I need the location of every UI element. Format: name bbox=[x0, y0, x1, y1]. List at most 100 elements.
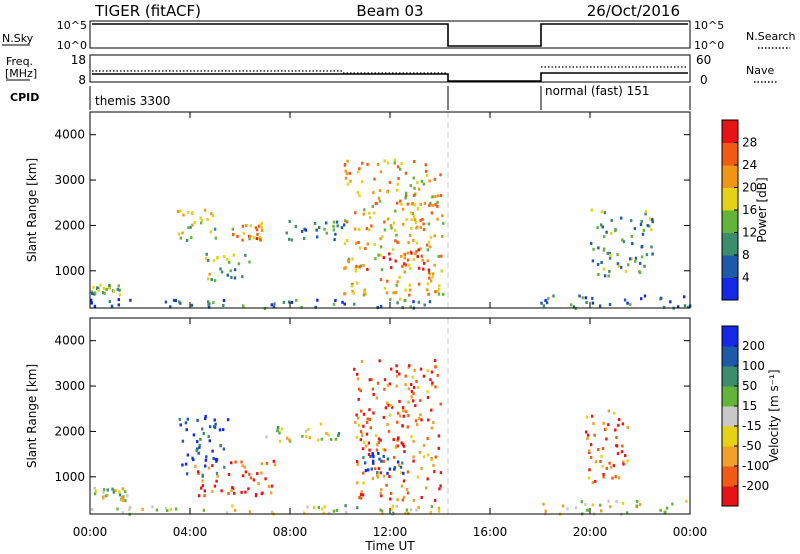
power-cell bbox=[295, 298, 298, 302]
power-cell bbox=[440, 254, 443, 258]
velocity-cell bbox=[308, 436, 311, 440]
velocity-cell bbox=[192, 433, 196, 437]
velocity-cell bbox=[430, 426, 433, 430]
velocity-cell bbox=[601, 464, 604, 468]
velocity-cell bbox=[322, 511, 325, 515]
velocity-cell bbox=[327, 511, 331, 515]
velocity-cell bbox=[358, 496, 361, 499]
power-cell bbox=[374, 257, 377, 261]
power-colorbar-tick-label: 24 bbox=[742, 158, 757, 172]
x-tick-label: 12:00 bbox=[373, 525, 408, 539]
velocity-cell bbox=[589, 443, 593, 447]
power-cell bbox=[206, 300, 210, 304]
power-cell bbox=[651, 217, 654, 221]
power-cell bbox=[626, 301, 629, 305]
velocity-cell bbox=[382, 448, 385, 452]
power-cell bbox=[408, 233, 412, 237]
velocity-cell bbox=[357, 416, 360, 420]
velocity-cell bbox=[383, 387, 386, 391]
velocity-cell bbox=[600, 454, 603, 458]
velocity-cell bbox=[204, 458, 208, 462]
power-cell bbox=[205, 257, 208, 261]
velocity-cell bbox=[372, 455, 375, 459]
velocity-cell bbox=[395, 370, 399, 373]
velocity-cell bbox=[407, 400, 410, 404]
velocity-cell bbox=[94, 489, 97, 493]
velocity-cell bbox=[380, 459, 383, 463]
velocity-cell bbox=[411, 375, 414, 379]
power-cell bbox=[181, 231, 184, 235]
power-cell bbox=[390, 226, 393, 230]
velocity-cell bbox=[585, 430, 588, 434]
power-cell bbox=[351, 257, 354, 261]
velocity-cell bbox=[102, 490, 105, 494]
nsky-tick-bottom: 10^0 bbox=[57, 39, 87, 52]
power-cell bbox=[97, 286, 100, 290]
velocity-cell bbox=[195, 449, 198, 453]
velocity-cell bbox=[621, 444, 624, 448]
power-colorbar: 4 8 12 16 20 24 28 bbox=[721, 119, 757, 301]
velocity-cell bbox=[388, 413, 392, 417]
power-cell bbox=[260, 229, 264, 233]
power-cell bbox=[178, 300, 181, 304]
nsky-panel: N.Sky 10^5 10^0 10^5 10^0 N.Search bbox=[2, 19, 796, 52]
velocity-cell bbox=[218, 428, 222, 432]
velocity-cell bbox=[179, 423, 182, 427]
velocity-cell bbox=[260, 462, 264, 466]
power-cell bbox=[605, 230, 608, 234]
velocity-cell bbox=[91, 508, 94, 512]
velocity-cell bbox=[102, 497, 105, 501]
power-cell bbox=[396, 165, 400, 169]
power-cell bbox=[662, 305, 666, 309]
power-cell bbox=[413, 186, 416, 190]
velocity-cell bbox=[388, 382, 392, 386]
power-cell bbox=[108, 284, 111, 287]
power-cell bbox=[112, 289, 116, 293]
power-cell bbox=[606, 251, 609, 255]
power-cell bbox=[233, 276, 237, 280]
power-cell bbox=[103, 291, 106, 295]
velocity-cell bbox=[379, 491, 382, 495]
power-cell bbox=[416, 255, 419, 259]
velocity-cell bbox=[665, 506, 669, 510]
power-cell bbox=[117, 298, 120, 302]
velocity-cell bbox=[412, 399, 415, 403]
nsky-tick-top: 10^5 bbox=[57, 19, 87, 32]
velocity-cell bbox=[389, 497, 392, 501]
velocity-cell bbox=[379, 508, 382, 512]
velocity-cell bbox=[362, 471, 365, 475]
power-cell bbox=[425, 173, 429, 177]
power-y-tick-label: 2000 bbox=[54, 218, 85, 232]
power-colorbar-band bbox=[722, 187, 738, 211]
power-cell bbox=[334, 299, 337, 302]
power-cell bbox=[590, 241, 593, 245]
freq-tick-bottom: 8 bbox=[78, 73, 86, 87]
cpid-label: CPID bbox=[10, 91, 39, 104]
power-cell bbox=[417, 300, 421, 304]
power-cell bbox=[676, 305, 680, 309]
velocity-cell bbox=[396, 444, 399, 448]
velocity-cell bbox=[396, 420, 399, 424]
power-cell bbox=[404, 288, 407, 292]
velocity-cell bbox=[216, 474, 219, 478]
velocity-cell bbox=[376, 475, 380, 479]
power-cell bbox=[627, 263, 630, 267]
power-cell bbox=[608, 256, 612, 260]
velocity-cell bbox=[129, 505, 132, 509]
velocity-cell bbox=[185, 472, 189, 476]
power-cell bbox=[436, 204, 439, 208]
velocity-cell bbox=[377, 440, 381, 444]
velocity-colorbar-tick-label: 15 bbox=[742, 399, 757, 413]
power-cell bbox=[572, 305, 576, 309]
velocity-cell bbox=[278, 431, 281, 435]
velocity-colorbar: 200 100 50 15 -15 -50 -100 -200 bbox=[721, 325, 769, 507]
velocity-cell bbox=[617, 423, 620, 427]
velocity-cell bbox=[433, 359, 437, 362]
power-cell bbox=[436, 217, 439, 221]
power-cell bbox=[300, 305, 303, 309]
power-cell bbox=[343, 242, 347, 246]
power-cell bbox=[379, 237, 382, 241]
velocity-cell bbox=[406, 470, 410, 474]
velocity-cell bbox=[602, 421, 605, 425]
power-cell bbox=[427, 268, 431, 272]
